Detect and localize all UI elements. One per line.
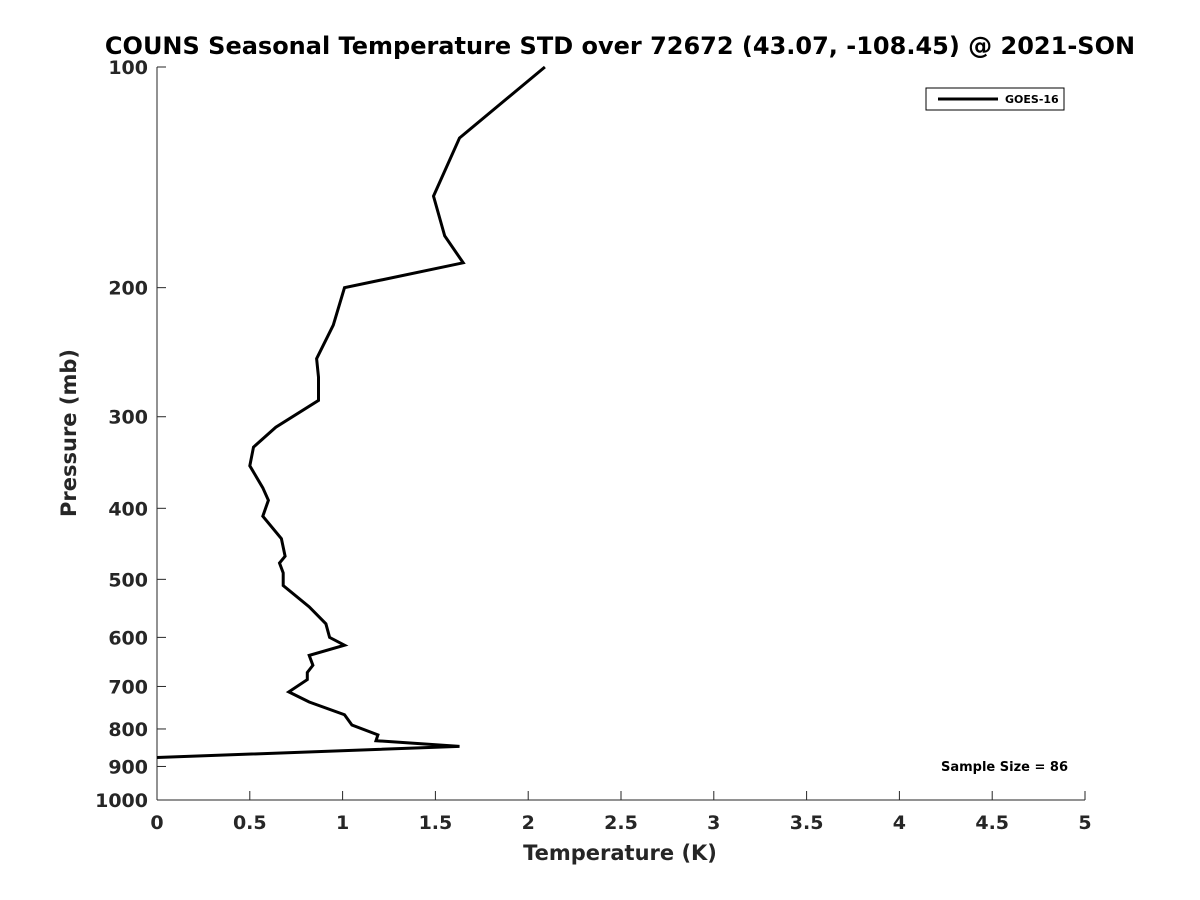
x-tick-label: 2.5	[604, 812, 638, 834]
axes: 0 0.5 1 1.5 2 2.5 3 3.5 4 4.5 5 100 200 300 400 500 600 7…	[95, 57, 1092, 834]
y-tick-label: 200	[108, 278, 148, 300]
x-tick-label: 1	[336, 812, 349, 834]
sample-size-annotation: Sample Size = 86	[941, 760, 1068, 775]
x-tick-label: 3.5	[790, 812, 824, 834]
legend: GOES-16	[925, 87, 1065, 111]
y-tick-label: 500	[108, 569, 148, 591]
x-tick-label: 2	[522, 812, 535, 834]
x-tick-label: 1.5	[419, 812, 453, 834]
x-tick-label: 5	[1078, 812, 1091, 834]
chart-title: COUNS Seasonal Temperature STD over 7267…	[105, 32, 1135, 60]
x-tick-label: 4	[893, 812, 906, 834]
y-tick-label: 800	[108, 719, 148, 741]
x-tick-label: 3	[707, 812, 720, 834]
y-tick-label: 600	[108, 627, 148, 649]
legend-label: GOES-16	[1005, 93, 1059, 106]
x-tick-label: 4.5	[975, 812, 1009, 834]
y-tick-label: 400	[108, 498, 148, 520]
x-axis-label: Temperature (K)	[523, 841, 717, 865]
x-tick-label: 0	[150, 812, 163, 834]
y-tick-label: 1000	[95, 790, 148, 812]
y-tick-label: 900	[108, 756, 148, 778]
y-axis-label: Pressure (mb)	[57, 349, 81, 517]
x-tick-label: 0.5	[233, 812, 267, 834]
y-tick-label: 300	[108, 407, 148, 429]
y-tick-label: 100	[108, 57, 148, 79]
series-line-goes-16	[156, 65, 546, 759]
y-tick-label: 700	[108, 676, 148, 698]
